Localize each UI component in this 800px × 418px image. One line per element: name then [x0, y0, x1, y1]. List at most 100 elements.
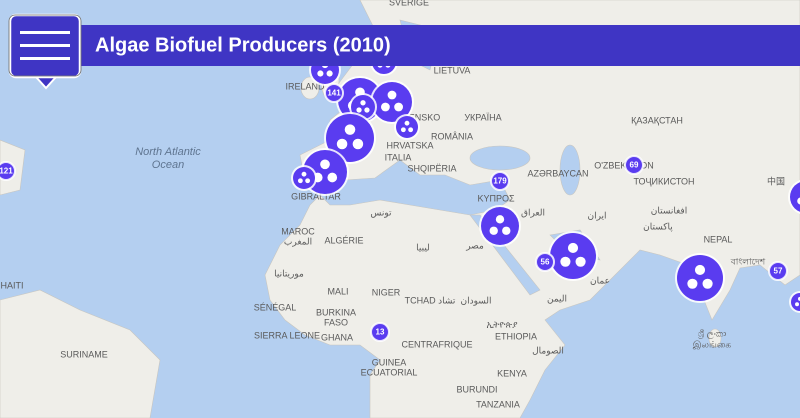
country-label: NEPAL [704, 234, 733, 244]
title: Algae Biofuel Producers (2010) [95, 34, 391, 56]
marker-dot [560, 256, 571, 267]
country-label: ALGÉRIE [324, 235, 363, 245]
menu-button[interactable] [8, 13, 82, 90]
title-bar [80, 25, 800, 66]
country-label: O'ZBEKISTON [594, 160, 654, 170]
country-label: اليمن [547, 293, 567, 304]
count-circle [370, 322, 390, 342]
cluster-marker[interactable] [675, 253, 725, 303]
country-label: ҚАЗАҚСТАН [631, 115, 683, 125]
country-label: العراق [521, 207, 545, 218]
marker-dot [495, 215, 505, 224]
count-marker[interactable]: 69 [624, 155, 644, 175]
country-label: KENYA [497, 368, 527, 378]
cluster-marker[interactable] [324, 112, 376, 164]
marker-dot [326, 70, 333, 77]
country-label: SURINAME [60, 349, 108, 359]
country-label: ශ්‍රී ලංකා [697, 328, 726, 339]
cluster-marker[interactable] [479, 205, 521, 247]
marker-dot [301, 171, 307, 177]
country-label: AZƏRBAYCAN [527, 168, 588, 178]
count-marker[interactable]: 57 [768, 261, 788, 281]
marker-dot [336, 138, 348, 150]
country-label: இலங்கை [693, 339, 732, 350]
marker-dot [320, 159, 330, 170]
country-label: CENTRAFRIQUE [401, 339, 472, 349]
marker-dot [567, 242, 579, 254]
country-label: GUINEA [372, 357, 407, 367]
country-label: المغرب [284, 236, 312, 247]
country-label: موريتانيا [274, 268, 304, 279]
markers: 121 141 179 69 56 57 13 [0, 48, 800, 342]
country-label: IRELAND [285, 81, 325, 91]
marker-dot [394, 102, 403, 112]
country-label: ኢትዮጵያ [486, 319, 518, 329]
marker-dot [305, 178, 311, 184]
country-label: GIBRALTAR [291, 191, 341, 201]
cluster-marker[interactable] [370, 80, 414, 124]
marker-dot [795, 302, 800, 307]
count-circle [324, 83, 344, 103]
marker-dot [317, 70, 324, 77]
count-circle [0, 161, 16, 181]
country-label: MALI [327, 286, 348, 296]
marker-dot [352, 138, 364, 150]
country-label: GHANA [321, 332, 353, 342]
marker-body [790, 182, 800, 212]
marker-dot [694, 264, 706, 276]
country-label: ECUATORIAL [361, 367, 418, 377]
marker-dot [387, 90, 397, 100]
count-marker[interactable]: 13 [370, 322, 390, 342]
marker-body [372, 82, 412, 122]
marker-dot [364, 107, 370, 113]
country-label: ليبيا [416, 242, 430, 252]
marker-body [396, 116, 418, 138]
marker-dot [408, 127, 414, 133]
count-label: 141 [327, 89, 341, 98]
count-label: 179 [493, 177, 507, 186]
country-label: مصر [465, 240, 484, 251]
cluster-marker[interactable] [394, 114, 420, 140]
country-label: BURUNDI [456, 384, 497, 394]
country-label: TCHAD تشاد [405, 295, 456, 305]
country-label: ETHIOPIA [495, 331, 537, 341]
country-label: LIETUVA [434, 65, 471, 75]
country-label: KΥΠΡΟΣ [477, 193, 515, 203]
ocean-label: North Atlantic [135, 146, 201, 158]
marker-dot [575, 256, 586, 267]
country-label: پاکستان [643, 221, 673, 232]
cluster-marker[interactable] [789, 291, 800, 313]
country-label: OVENSKO [396, 112, 441, 122]
count-label: 69 [630, 161, 639, 170]
count-marker[interactable]: 56 [535, 252, 555, 272]
marker-dot [344, 124, 356, 135]
count-circle [768, 261, 788, 281]
country-label: السودان [460, 295, 491, 306]
country-label: HRVATSKA [386, 140, 433, 150]
count-circle [535, 252, 555, 272]
country-label: تونس [370, 207, 392, 218]
marker-dot [381, 102, 390, 112]
country-label: ТОҶИКИСТОН [633, 176, 694, 186]
cluster-marker[interactable] [548, 231, 598, 281]
count-marker[interactable]: 121 [0, 161, 16, 181]
count-label: 56 [541, 258, 550, 267]
country-label: УКРАЇНА [464, 112, 501, 122]
count-label: 13 [376, 328, 385, 337]
country-label: FASO [324, 317, 348, 327]
country-label: ROMÂNIA [431, 131, 473, 141]
cluster-marker[interactable] [788, 179, 800, 215]
ocean-label: Ocean [152, 159, 184, 171]
country-label: SHQIPËRIA [407, 163, 456, 173]
marker-body [550, 233, 596, 279]
map-labels: SVERIGE IRELAND LIETUVA УКРАЇНА OVENSKO ROMÂN… [0, 0, 785, 409]
count-marker[interactable]: 141 [324, 83, 344, 103]
marker-dot [797, 197, 800, 205]
marker-body [677, 255, 723, 301]
cluster-marker[interactable] [291, 165, 317, 191]
marker-body [791, 293, 800, 311]
country-label: عمان [590, 275, 610, 285]
count-marker[interactable]: 179 [490, 171, 510, 191]
marker-dot [687, 278, 698, 289]
